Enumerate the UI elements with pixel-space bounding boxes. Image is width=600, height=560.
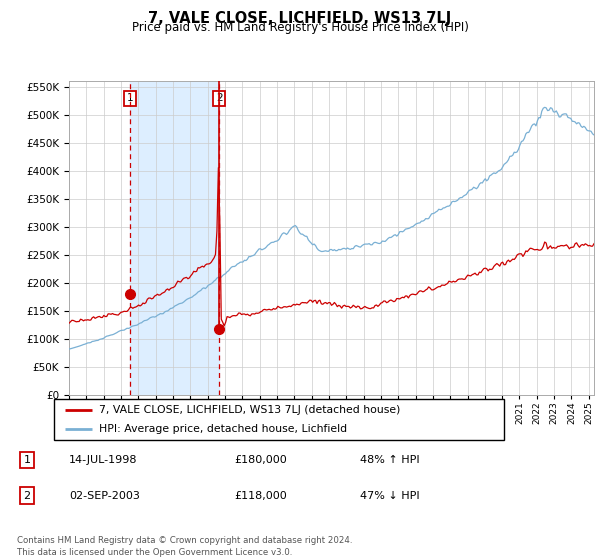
Text: Price paid vs. HM Land Registry's House Price Index (HPI): Price paid vs. HM Land Registry's House …: [131, 21, 469, 34]
FancyBboxPatch shape: [54, 399, 504, 440]
Text: HPI: Average price, detached house, Lichfield: HPI: Average price, detached house, Lich…: [99, 423, 347, 433]
Text: 1: 1: [23, 455, 31, 465]
Text: 47% ↓ HPI: 47% ↓ HPI: [360, 491, 419, 501]
Text: 2: 2: [216, 94, 223, 104]
Text: 2: 2: [23, 491, 31, 501]
Text: 48% ↑ HPI: 48% ↑ HPI: [360, 455, 419, 465]
Text: Contains HM Land Registry data © Crown copyright and database right 2024.
This d: Contains HM Land Registry data © Crown c…: [17, 536, 352, 557]
Text: 7, VALE CLOSE, LICHFIELD, WS13 7LJ: 7, VALE CLOSE, LICHFIELD, WS13 7LJ: [148, 11, 452, 26]
Text: 1: 1: [127, 94, 134, 104]
Text: £118,000: £118,000: [234, 491, 287, 501]
Text: 7, VALE CLOSE, LICHFIELD, WS13 7LJ (detached house): 7, VALE CLOSE, LICHFIELD, WS13 7LJ (deta…: [99, 405, 400, 415]
Text: 02-SEP-2003: 02-SEP-2003: [69, 491, 140, 501]
Text: £180,000: £180,000: [234, 455, 287, 465]
Text: 14-JUL-1998: 14-JUL-1998: [69, 455, 137, 465]
Bar: [130, 81, 219, 395]
